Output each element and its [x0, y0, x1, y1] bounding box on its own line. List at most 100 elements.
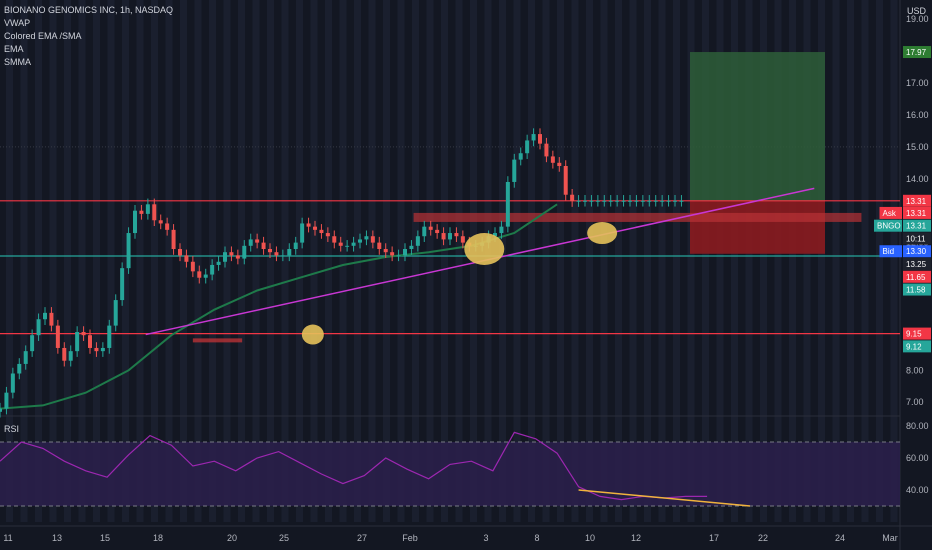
grid-band — [557, 0, 564, 522]
time-tick-label: 8 — [534, 533, 539, 543]
grid-band — [35, 0, 42, 522]
grid-band — [20, 0, 28, 522]
grid-band — [586, 0, 593, 522]
position-box — [192, 52, 862, 343]
grid-band — [412, 0, 419, 522]
smma-line — [0, 203, 558, 410]
candle-body — [100, 347, 105, 352]
candle-body — [595, 200, 600, 202]
grid-band — [180, 0, 187, 522]
grid-band — [151, 0, 158, 522]
grid-band — [455, 0, 463, 522]
grid-band — [78, 0, 86, 522]
grid-band — [310, 0, 318, 522]
resistance-zone — [413, 212, 862, 222]
candle-body — [358, 239, 362, 243]
candle-body — [396, 255, 401, 257]
candle-body — [409, 245, 414, 249]
indicator-smma[interactable]: SMMA — [4, 57, 31, 67]
candle-body — [313, 226, 317, 230]
candle-body — [441, 233, 446, 240]
candle-body — [203, 274, 208, 278]
candle-body — [197, 271, 202, 278]
candle-body — [531, 134, 536, 141]
grid-band — [513, 0, 521, 522]
candle-body — [235, 255, 240, 259]
indicator-colored-ema-sma[interactable]: Colored EMA /SMA — [4, 31, 82, 41]
candle-body — [621, 200, 626, 202]
candle-body — [435, 229, 440, 234]
grid-band — [354, 0, 361, 522]
candle-body — [190, 261, 195, 272]
profit-zone — [690, 52, 825, 201]
indicator-vwap[interactable]: VWAP — [4, 18, 31, 28]
candle-body — [666, 200, 671, 202]
grid-band — [383, 0, 390, 522]
candle-body — [158, 220, 163, 224]
grid-band — [571, 0, 579, 522]
candle-body — [422, 226, 427, 237]
time-tick-label: Mar — [882, 533, 898, 543]
candle-body — [351, 242, 356, 246]
candle-body — [113, 300, 118, 326]
price-tag-value: 13.31 — [906, 222, 927, 231]
price-tag-name: Ask — [883, 209, 897, 218]
time-tick-label: 24 — [835, 533, 845, 543]
indicator-ema[interactable]: EMA — [4, 44, 24, 54]
candle-body — [62, 347, 67, 361]
candle-body — [306, 223, 311, 227]
candle-body — [679, 200, 684, 202]
candle-body — [248, 239, 253, 246]
candle-body — [165, 223, 170, 230]
candle-body — [332, 236, 337, 243]
candle-body — [338, 242, 343, 246]
candle-body — [518, 153, 523, 160]
candle-body — [293, 242, 298, 249]
price-tag: 11.65 — [906, 273, 926, 282]
highlight-ellipse — [587, 222, 618, 245]
candle-body — [370, 236, 375, 243]
grid-band — [397, 0, 405, 522]
price-tag: 10:11 — [906, 234, 926, 243]
candle-body — [120, 268, 125, 301]
candle-body — [608, 200, 613, 202]
currency-label[interactable]: USD — [906, 6, 926, 16]
grid-band — [194, 0, 202, 522]
candle-body — [415, 236, 420, 246]
time-tick-label: 20 — [227, 533, 237, 543]
candle-body — [139, 210, 144, 214]
time-tick-label: 11 — [3, 533, 12, 543]
grid-band — [861, 0, 869, 522]
chart-title: BIONANO GENOMICS INC, 1h, NASDAQ — [4, 5, 174, 15]
candle-body — [583, 200, 587, 202]
candle-body — [428, 226, 433, 230]
grid-band — [760, 0, 767, 522]
grid-band — [238, 0, 245, 522]
candle-body — [145, 204, 150, 214]
price-tag-bg — [903, 270, 931, 283]
price-tag-name: BNGO — [877, 222, 901, 231]
candle-body — [17, 363, 22, 374]
grid-band — [325, 0, 332, 522]
time-tick-label: 13 — [52, 533, 62, 543]
candle-body — [268, 249, 272, 253]
highlight-ellipse — [301, 324, 324, 345]
time-tick-label: 12 — [631, 533, 641, 543]
candle-body — [602, 200, 607, 202]
rsi-label[interactable]: RSI — [4, 424, 20, 434]
grid-band — [49, 0, 57, 522]
price-tag-bg — [903, 232, 931, 245]
price-tag-badge — [879, 206, 902, 219]
grid-band — [368, 0, 376, 522]
candle-body — [0, 408, 2, 412]
time-tick-label: 3 — [483, 533, 488, 543]
candle-body — [88, 335, 92, 348]
grid-band — [745, 0, 753, 522]
price-labels: 17.97 13.31 Ask 13.31 BNGO 13.31 10:11 Bid 13.30… — [874, 46, 931, 353]
rsi-band-fill — [0, 441, 900, 507]
price-tag-bg — [903, 340, 931, 353]
candle-body — [68, 351, 73, 361]
time-tick-label: 18 — [153, 533, 163, 543]
grid-band — [6, 0, 13, 522]
